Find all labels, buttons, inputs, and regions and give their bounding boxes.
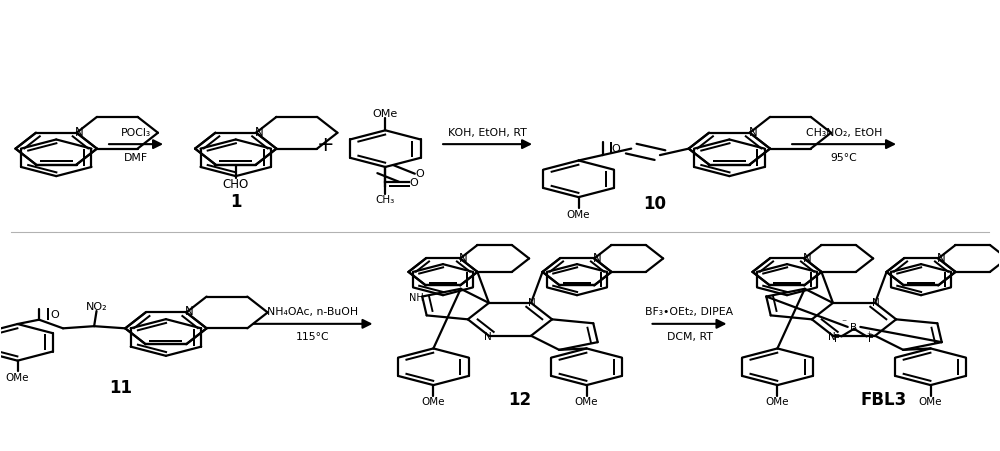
Text: CHO: CHO <box>223 178 249 191</box>
Text: DMF: DMF <box>124 152 148 162</box>
Text: +: + <box>317 135 334 155</box>
Text: ⁺: ⁺ <box>866 330 871 340</box>
Text: OMe: OMe <box>373 109 398 119</box>
Text: N: N <box>936 251 945 264</box>
Text: B: B <box>850 322 858 332</box>
Text: BF₃•OEt₂, DIPEA: BF₃•OEt₂, DIPEA <box>645 307 734 317</box>
Text: NH: NH <box>409 292 423 302</box>
Text: OMe: OMe <box>567 209 590 219</box>
Text: N: N <box>185 305 194 318</box>
Text: 11: 11 <box>110 378 133 396</box>
Text: CH₃NO₂, EtOH: CH₃NO₂, EtOH <box>806 127 882 137</box>
Text: 12: 12 <box>508 391 532 408</box>
Text: FBL3: FBL3 <box>861 391 907 408</box>
Text: N: N <box>484 331 492 341</box>
Text: ⁻: ⁻ <box>841 318 846 327</box>
Text: N: N <box>592 251 601 264</box>
Text: OMe: OMe <box>422 396 445 406</box>
Text: DCM, RT: DCM, RT <box>667 331 712 342</box>
Text: N: N <box>458 251 467 264</box>
Text: OMe: OMe <box>919 396 942 406</box>
Text: 10: 10 <box>643 194 666 212</box>
Text: CH₃: CH₃ <box>376 195 395 205</box>
Text: 1: 1 <box>230 192 241 210</box>
Text: OMe: OMe <box>6 373 29 382</box>
Text: N: N <box>872 298 880 308</box>
Text: KOH, EtOH, RT: KOH, EtOH, RT <box>448 127 527 137</box>
Text: F: F <box>868 334 874 344</box>
Text: 95°C: 95°C <box>831 152 857 162</box>
Text: OMe: OMe <box>766 396 789 406</box>
Text: NH₄OAc, n-BuOH: NH₄OAc, n-BuOH <box>267 307 359 317</box>
Text: N: N <box>75 125 84 138</box>
Text: O: O <box>612 143 620 153</box>
Text: N: N <box>748 125 757 138</box>
Text: N: N <box>528 298 536 308</box>
Text: 115°C: 115°C <box>296 331 330 342</box>
Text: N: N <box>828 331 836 341</box>
Text: POCl₃: POCl₃ <box>121 127 151 137</box>
Text: N: N <box>802 251 811 264</box>
Text: O: O <box>410 178 418 188</box>
Text: NO₂: NO₂ <box>86 302 107 312</box>
Text: N: N <box>255 125 264 138</box>
Text: OMe: OMe <box>575 396 598 406</box>
Text: O: O <box>415 169 424 179</box>
Text: F: F <box>834 334 840 344</box>
Text: O: O <box>50 309 59 319</box>
